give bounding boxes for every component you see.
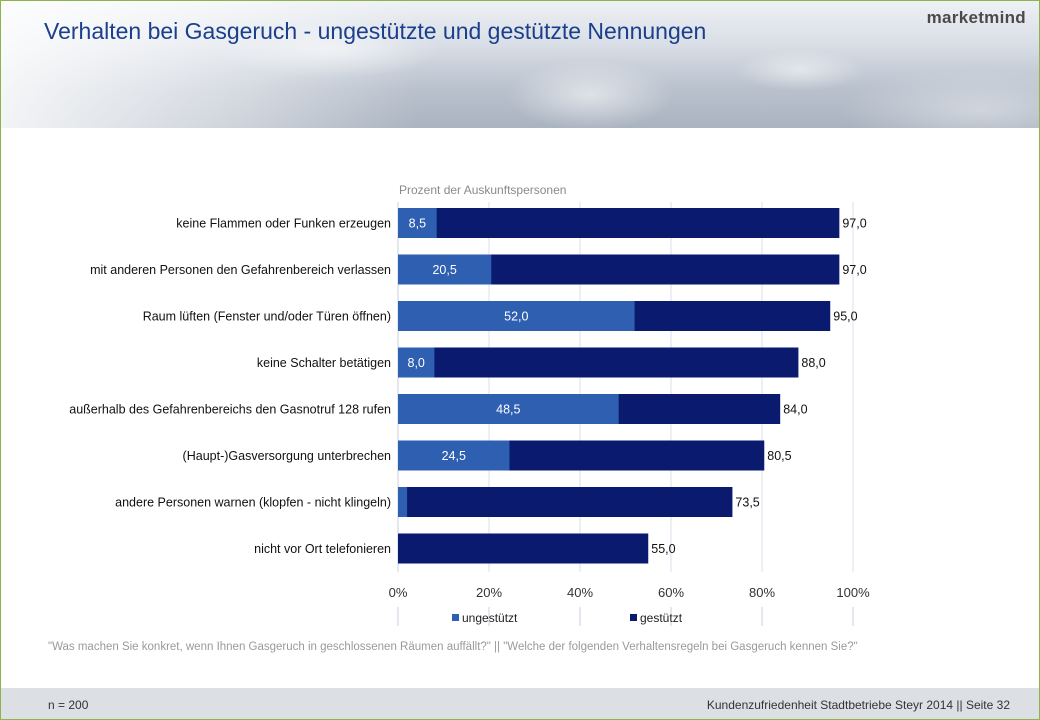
category-label: Raum lüften (Fenster und/oder Türen öffn… (143, 310, 391, 324)
bar-gestuetzt (398, 533, 649, 564)
data-label-ungestuetzt: 52,0 (504, 310, 528, 324)
bar-gestuetzt (398, 347, 799, 378)
category-label: mit anderen Personen den Gefahrenbereich… (90, 263, 391, 277)
category-label: andere Personen warnen (klopfen - nicht … (115, 496, 391, 510)
question-footnote: "Was machen Sie konkret, wenn Ihnen Gasg… (48, 641, 858, 653)
data-label-gestuetzt: 84,0 (783, 403, 807, 417)
x-tick-label: 0% (389, 585, 408, 600)
data-label-ungestuetzt: 8,5 (409, 217, 426, 231)
bar-gestuetzt (398, 487, 733, 517)
data-label-ungestuetzt: 24,5 (442, 449, 466, 463)
bar-ungestuetzt (398, 347, 435, 378)
bar-ungestuetzt (398, 254, 492, 285)
data-label-gestuetzt: 73,5 (735, 496, 759, 510)
x-tick-label: 80% (749, 585, 775, 600)
data-label-ungestuetzt: 48,5 (496, 403, 520, 417)
header-banner: Verhalten bei Gasgeruch - ungestützte un… (0, 0, 1040, 128)
x-tick-label: 60% (658, 585, 684, 600)
bar-ungestuetzt (398, 208, 437, 238)
data-label-gestuetzt: 95,0 (833, 310, 857, 324)
sample-size: n = 200 (48, 698, 89, 712)
data-label-gestuetzt: 97,0 (842, 217, 866, 231)
category-label: (Haupt-)Gasversorgung unterbrechen (183, 449, 391, 463)
legend-swatch (452, 614, 459, 621)
bar-ungestuetzt (398, 301, 635, 331)
x-tick-label: 40% (567, 585, 593, 600)
bar-gestuetzt (398, 208, 840, 238)
data-label-gestuetzt: 80,5 (767, 449, 791, 463)
legend-label: ungestützt (462, 611, 518, 625)
x-tick-label: 20% (476, 585, 502, 600)
bar-ungestuetzt (398, 394, 619, 424)
legend-label: gestützt (640, 611, 683, 625)
legend-swatch (630, 614, 637, 621)
footer-bar: n = 200 Kundenzufriedenheit Stadtbetrieb… (0, 688, 1040, 720)
data-label-gestuetzt: 88,0 (801, 356, 825, 370)
category-label: nicht vor Ort telefonieren (254, 542, 391, 556)
brand-logo: marketmind (926, 8, 1026, 27)
category-label: außerhalb des Gefahrenbereichs den Gasno… (69, 403, 391, 417)
data-label-ungestuetzt: 8,0 (408, 356, 425, 370)
bar-ungestuetzt (398, 487, 408, 517)
footer-source: Kundenzufriedenheit Stadtbetriebe Steyr … (706, 698, 1010, 712)
bar-ungestuetzt (398, 440, 510, 471)
x-tick-label: 100% (836, 585, 870, 600)
data-label-gestuetzt: 55,0 (651, 542, 675, 556)
data-label-gestuetzt: 97,0 (842, 263, 866, 277)
header-fade (0, 0, 420, 128)
data-label-ungestuetzt: 20,5 (432, 263, 456, 277)
category-label: keine Flammen oder Funken erzeugen (176, 217, 391, 231)
bar-chart: Prozent der Auskunftspersonen 0% 20% 40% 60%… (69, 183, 870, 626)
chart-subtitle: Prozent der Auskunftspersonen (399, 183, 566, 197)
category-label: keine Schalter betätigen (257, 356, 391, 370)
page-title: Verhalten bei Gasgeruch - ungestützte un… (44, 18, 707, 44)
